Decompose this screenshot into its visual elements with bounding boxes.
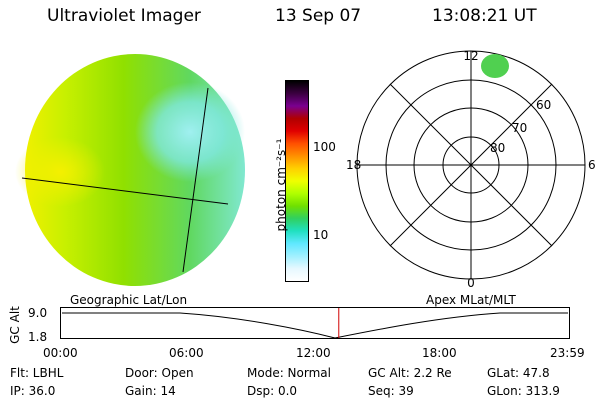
mlt-diagonal-2 bbox=[389, 83, 553, 247]
altitude-curve bbox=[62, 312, 568, 339]
gc-alt-info: GC Alt: 2.2 Re bbox=[368, 366, 452, 380]
time-tick-0600: 06:00 bbox=[169, 346, 204, 360]
longitude-line bbox=[182, 87, 209, 273]
glon-info: GLon: 313.9 bbox=[487, 384, 560, 398]
apex-mlat-label: Apex MLat/MLT bbox=[426, 293, 516, 307]
gc-alt-tick-low: 1.8 bbox=[28, 330, 48, 344]
yellow-region bbox=[15, 137, 105, 207]
time-tick-0000: 00:00 bbox=[43, 346, 78, 360]
colorbar-tick-100: 100 bbox=[313, 140, 336, 154]
aurora-patch bbox=[481, 54, 509, 78]
color-scale-bar bbox=[285, 80, 309, 282]
seq-info: Seq: 39 bbox=[368, 384, 414, 398]
latitude-line bbox=[21, 177, 229, 205]
time-tick-1800: 18:00 bbox=[422, 346, 457, 360]
timeline-frame bbox=[60, 307, 570, 339]
door-info: Door: Open bbox=[125, 366, 194, 380]
gc-alt-tick-high: 9.0 bbox=[28, 306, 48, 320]
filter-info: Flt: LBHL bbox=[10, 366, 64, 380]
lat-label-60: 60 bbox=[536, 98, 551, 112]
gain-info: Gain: 14 bbox=[125, 384, 176, 398]
colorbar-unit-label: photon cm⁻²s⁻¹ bbox=[274, 138, 288, 232]
ip-info: IP: 36.0 bbox=[10, 384, 56, 398]
lat-label-70: 70 bbox=[512, 121, 527, 135]
date-label: 13 Sep 07 bbox=[275, 6, 362, 26]
instrument-title: Ultraviolet Imager bbox=[47, 6, 201, 26]
mlt-label-0: 0 bbox=[467, 276, 475, 288]
mlt-label-6: 6 bbox=[588, 158, 596, 172]
gc-alt-axis-title: GC Alt bbox=[8, 306, 22, 344]
mode-info: Mode: Normal bbox=[247, 366, 331, 380]
mlt-label-12: 12 bbox=[463, 49, 478, 63]
altitude-timeline bbox=[60, 307, 570, 339]
uv-earth-image bbox=[15, 54, 245, 286]
cyan-region bbox=[135, 82, 245, 182]
time-tick-2359: 23:59 bbox=[550, 346, 585, 360]
geo-latlon-label: Geographic Lat/Lon bbox=[70, 293, 188, 307]
time-label: 13:08:21 UT bbox=[432, 6, 537, 26]
glat-info: GLat: 47.8 bbox=[487, 366, 550, 380]
mlt-label-18: 18 bbox=[346, 158, 361, 172]
colorbar-tick-10: 10 bbox=[313, 228, 329, 242]
lat-label-80: 80 bbox=[490, 141, 505, 155]
time-tick-1200: 12:00 bbox=[296, 346, 331, 360]
dsp-info: Dsp: 0.0 bbox=[247, 384, 298, 398]
polar-mlt-plot: 12 18 6 0 60 70 80 bbox=[346, 49, 596, 288]
